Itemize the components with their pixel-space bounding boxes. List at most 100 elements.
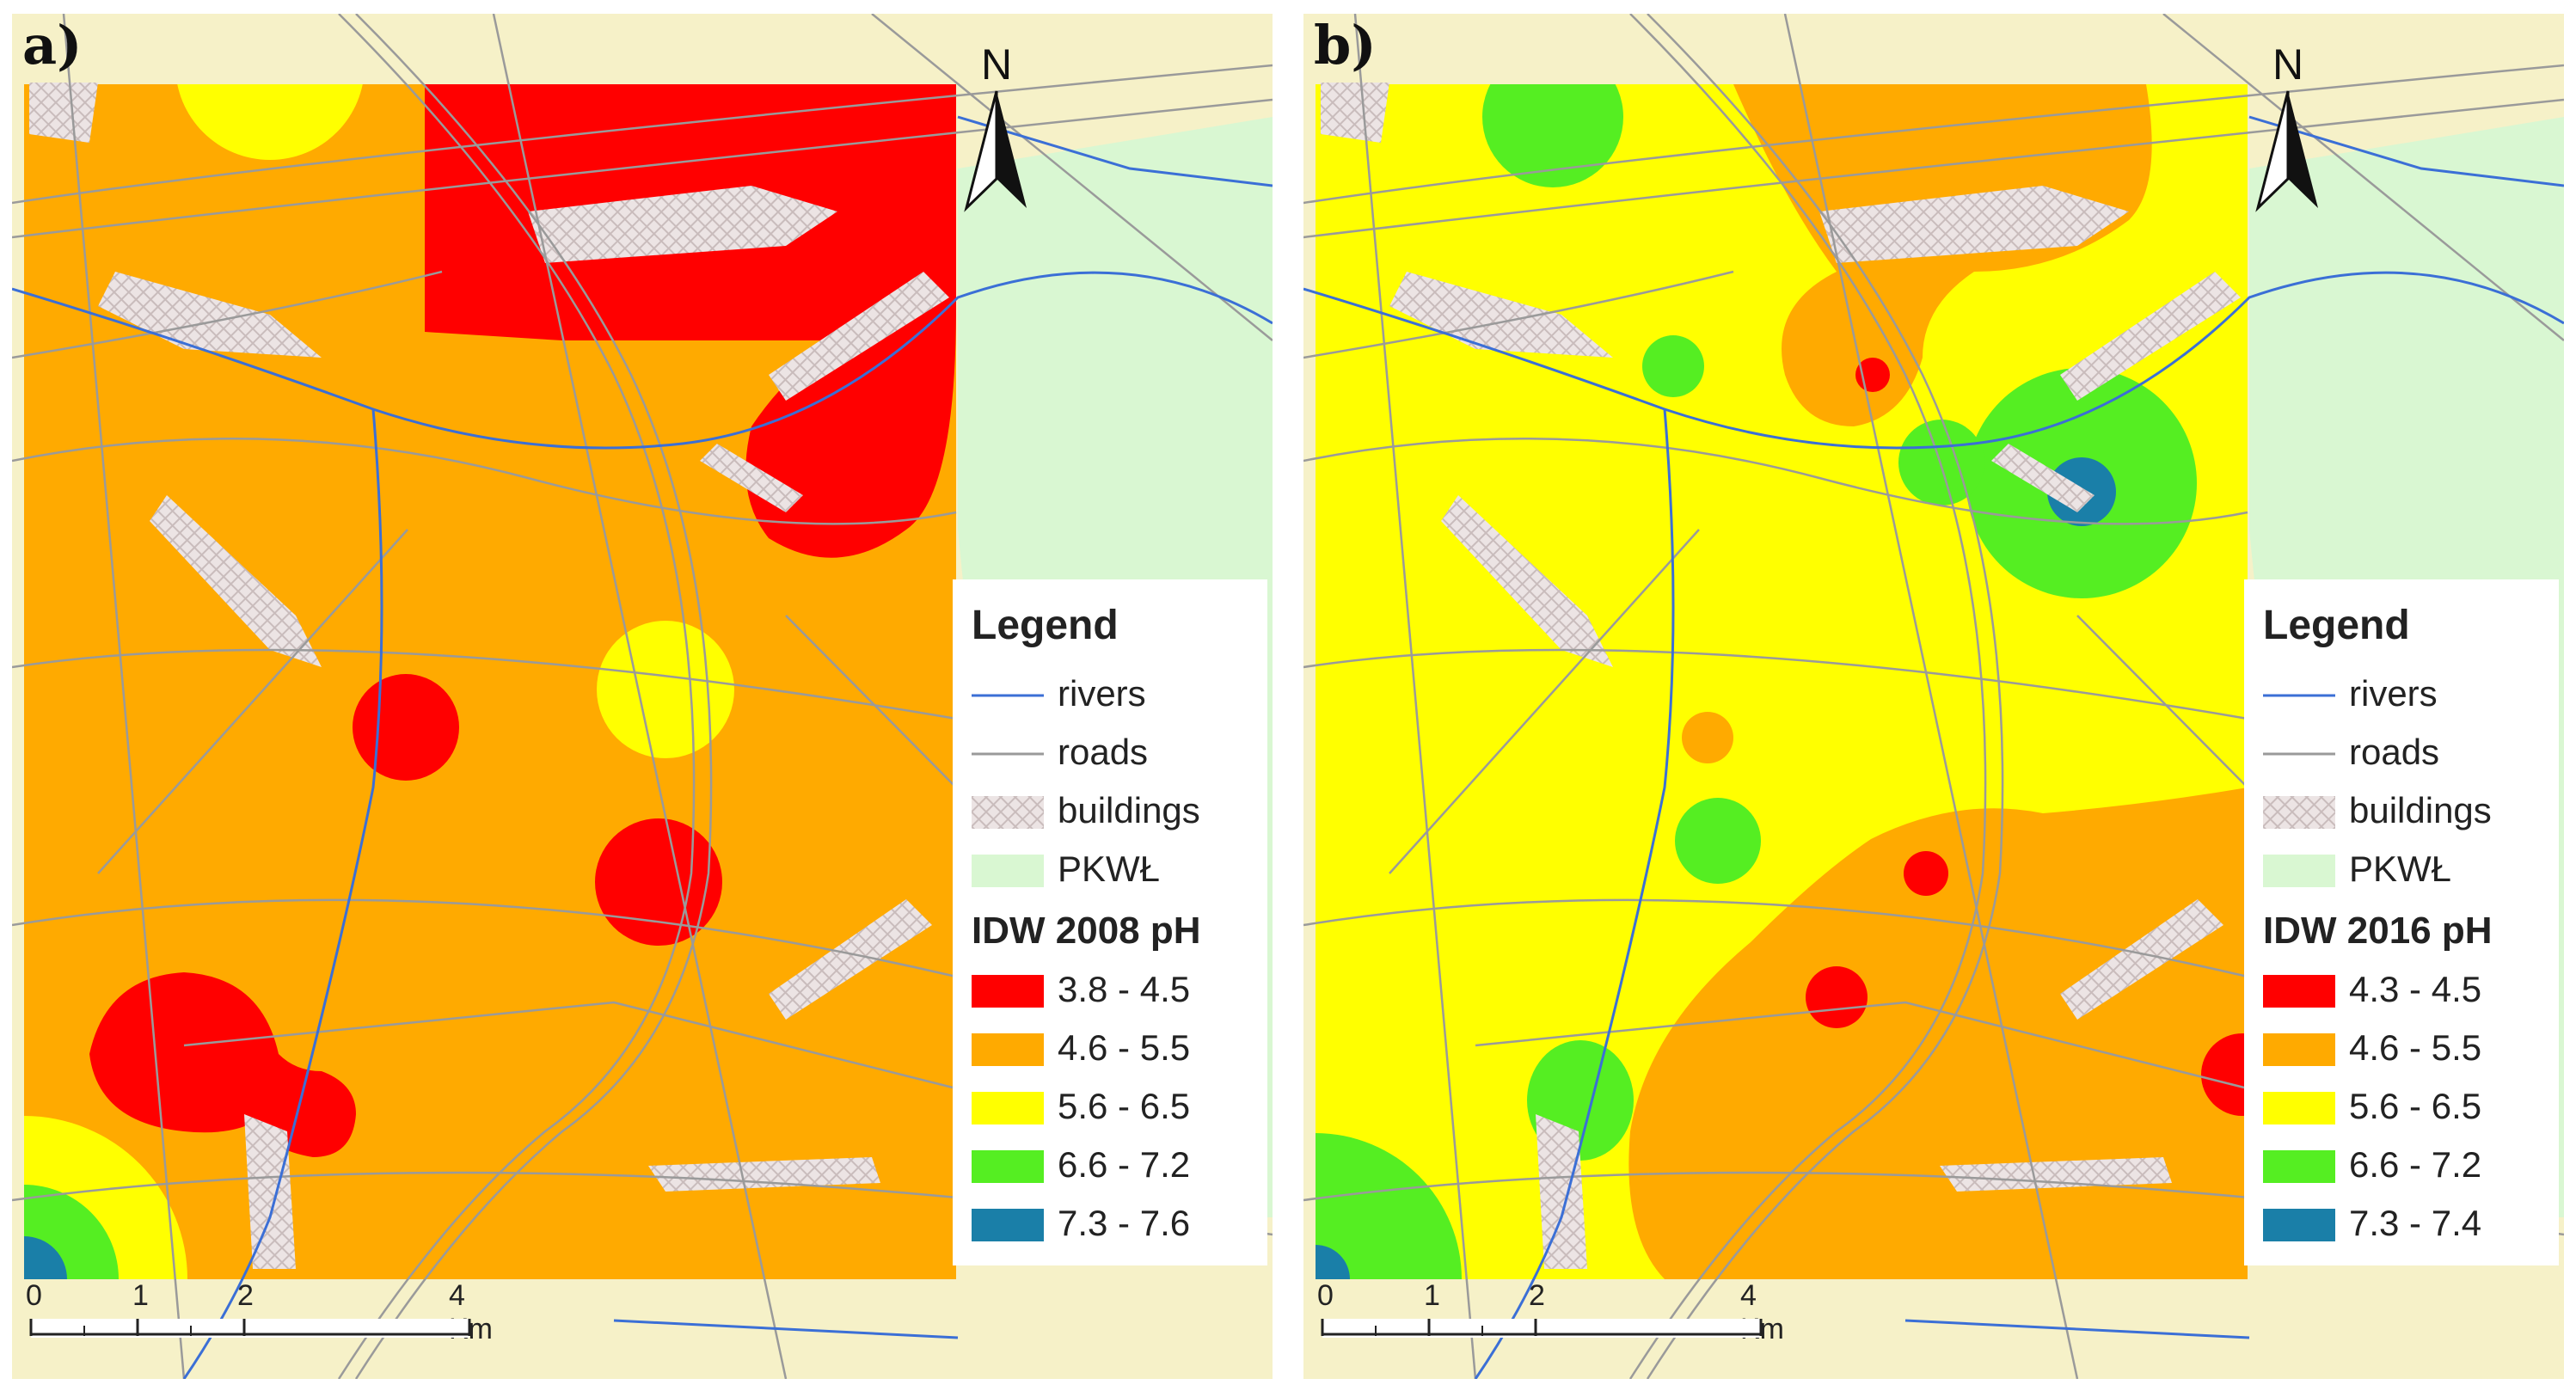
- legend-label: 5.6 - 6.5: [1058, 1086, 1191, 1126]
- legend-title: Legend: [2263, 603, 2410, 648]
- legend-label: rivers: [2349, 673, 2438, 714]
- north-arrow: N: [958, 36, 1035, 217]
- map-canvas-a[interactable]: [12, 14, 1273, 1379]
- scale-bar: 0 1 2 4 Km: [12, 1279, 502, 1374]
- legend-class: 4.6 - 5.5: [2263, 1026, 2555, 1069]
- scale-bar-graphic: [1321, 1319, 1763, 1338]
- green-zone: [1898, 420, 1984, 506]
- idw-title: IDW 2008 pH: [972, 910, 1201, 952]
- map-panel-a: a) N Legend rivers roads buildings PKWŁ …: [12, 14, 1273, 1379]
- legend-label: roads: [1058, 732, 1149, 772]
- legend: Legend rivers roads buildings PKWŁ IDW 2…: [2244, 579, 2559, 1265]
- legend-label: 5.6 - 6.5: [2349, 1086, 2482, 1126]
- color-swatch: [972, 1092, 1044, 1124]
- north-label: N: [981, 40, 1012, 89]
- legend-label: buildings: [1058, 790, 1200, 830]
- green-zone: [1675, 798, 1761, 884]
- river-line-icon: [972, 694, 1044, 697]
- legend-label: rivers: [1058, 673, 1146, 714]
- legend-label: 4.6 - 5.5: [2349, 1027, 2482, 1068]
- legend-item-roads: roads: [972, 731, 1264, 774]
- orange-zone-se: [1628, 787, 2248, 1279]
- legend-label: buildings: [2349, 790, 2492, 830]
- green-zone: [1482, 84, 1623, 187]
- scale-tick-label: 1: [1424, 1279, 1440, 1312]
- yellow-zone: [177, 84, 363, 160]
- legend-label: 7.3 - 7.4: [2349, 1203, 2482, 1243]
- color-swatch: [2263, 1209, 2335, 1241]
- legend-class: 7.3 - 7.4: [2263, 1202, 2555, 1245]
- hatch-icon: [972, 796, 1044, 829]
- color-swatch: [2263, 975, 2335, 1008]
- yellow-zone: [597, 621, 734, 758]
- legend-label: 6.6 - 7.2: [1058, 1144, 1191, 1185]
- legend-class: 7.3 - 7.6: [972, 1202, 1264, 1245]
- legend-item-buildings: buildings: [2263, 789, 2555, 832]
- panel-label: b): [1314, 14, 1377, 77]
- legend-label: 6.6 - 7.2: [2349, 1144, 2482, 1185]
- scale-tick-label: 0: [1317, 1279, 1334, 1312]
- legend-title: Legend: [972, 603, 1119, 648]
- scale-tick-label: 1: [132, 1279, 149, 1312]
- green-zone: [1316, 1133, 1462, 1279]
- legend-class: 5.6 - 6.5: [2263, 1085, 2555, 1128]
- blue-zone: [1316, 1245, 1350, 1279]
- north-arrow: N: [2249, 36, 2327, 217]
- scale-tick-label: 2: [1529, 1279, 1545, 1312]
- scale-tick-label: 2: [237, 1279, 254, 1312]
- legend-label: PKWŁ: [1058, 849, 1161, 889]
- scale-bar-graphic: [29, 1319, 471, 1338]
- red-zone-sw: [89, 972, 356, 1157]
- blue-zone: [24, 1236, 67, 1279]
- red-zone: [595, 818, 722, 946]
- color-swatch: [972, 1209, 1044, 1241]
- color-swatch: [2263, 1033, 2335, 1066]
- legend-label: 4.3 - 4.5: [2349, 969, 2482, 1009]
- legend-class: 6.6 - 7.2: [2263, 1143, 2555, 1186]
- red-zone: [2201, 1033, 2248, 1116]
- legend-item-roads: roads: [2263, 731, 2555, 774]
- legend-label: 7.3 - 7.6: [1058, 1203, 1191, 1243]
- color-swatch: [972, 975, 1044, 1008]
- scale-tick-label: 4 Km: [449, 1279, 493, 1345]
- pkwl-swatch-icon: [972, 855, 1044, 887]
- green-zone: [1642, 335, 1704, 397]
- color-swatch: [972, 1033, 1044, 1066]
- legend-class: 4.3 - 4.5: [2263, 968, 2555, 1011]
- legend-item-rivers: rivers: [972, 672, 1264, 715]
- legend: Legend rivers roads buildings PKWŁ IDW 2…: [953, 579, 1267, 1265]
- red-zone-north: [425, 84, 956, 558]
- red-zone: [353, 674, 459, 781]
- panel-label: a): [22, 14, 83, 77]
- legend-item-pkwl: PKWŁ: [972, 848, 1264, 891]
- river-line-icon: [2263, 694, 2335, 697]
- north-arrow-icon: N: [964, 40, 1027, 212]
- legend-class: 6.6 - 7.2: [972, 1143, 1264, 1186]
- hatch-icon: [2263, 796, 2335, 829]
- scale-bar: 0 1 2 4 Km: [1303, 1279, 1794, 1374]
- red-zone: [1904, 851, 1948, 896]
- legend-class: 4.6 - 5.5: [972, 1026, 1264, 1069]
- red-zone: [1806, 966, 1868, 1028]
- color-swatch: [2263, 1150, 2335, 1183]
- north-arrow-icon: N: [2255, 40, 2318, 212]
- color-swatch: [2263, 1092, 2335, 1124]
- legend-item-buildings: buildings: [972, 789, 1264, 832]
- idw-title: IDW 2016 pH: [2263, 910, 2493, 952]
- north-label: N: [2272, 40, 2303, 89]
- road-line-icon: [972, 752, 1044, 756]
- legend-label: PKWŁ: [2349, 849, 2452, 889]
- road-line-icon: [2263, 752, 2335, 756]
- map-panel-b: b) N Legend rivers roads buildings PKWŁ …: [1303, 14, 2564, 1379]
- legend-item-pkwl: PKWŁ: [2263, 848, 2555, 891]
- legend-class: 3.8 - 4.5: [972, 968, 1264, 1011]
- legend-class: 5.6 - 6.5: [972, 1085, 1264, 1128]
- legend-label: 3.8 - 4.5: [1058, 969, 1191, 1009]
- pkwl-swatch-icon: [2263, 855, 2335, 887]
- legend-label: roads: [2349, 732, 2440, 772]
- legend-item-rivers: rivers: [2263, 672, 2555, 715]
- legend-label: 4.6 - 5.5: [1058, 1027, 1191, 1068]
- orange-zone: [1682, 712, 1733, 763]
- scale-tick-label: 0: [26, 1279, 42, 1312]
- color-swatch: [972, 1150, 1044, 1183]
